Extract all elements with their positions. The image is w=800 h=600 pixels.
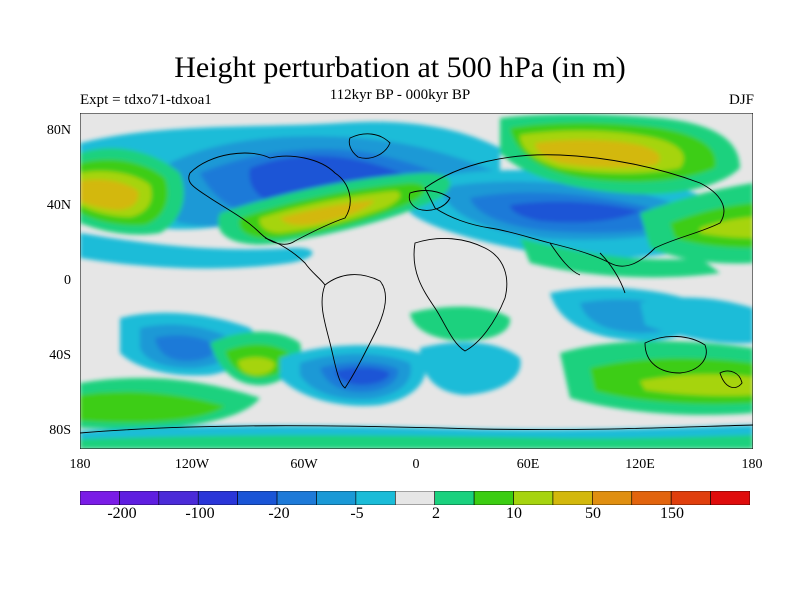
coastlines (80, 133, 753, 434)
lon-label-0: 0 (412, 457, 420, 472)
experiment-label: Expt = tdxo71-tdxoa1 (80, 92, 212, 108)
lon-label-120w: 120W (174, 457, 210, 472)
colorbar-label: -200 (107, 505, 137, 522)
colorbar-swatch (276, 491, 317, 505)
colorbar (80, 491, 750, 505)
colorbar-swatch (592, 491, 633, 505)
colorbar-label: -100 (185, 505, 215, 522)
colorbar-swatch (119, 491, 160, 505)
colorbar-swatch (197, 491, 238, 505)
colorbar-swatch (552, 491, 593, 505)
lon-label-60e: 60E (516, 457, 540, 472)
colorbar-label: -5 (350, 505, 364, 522)
colorbar-swatch (513, 491, 554, 505)
colorbar-label: 2 (432, 505, 440, 522)
lon-label-120e: 120E (625, 457, 655, 472)
contour-map (80, 113, 753, 449)
colorbar-swatch (434, 491, 475, 505)
colorbar-label: -20 (268, 505, 290, 522)
colorbar-swatch (670, 491, 711, 505)
colorbar-swatch (631, 491, 672, 505)
colorbar-swatch (316, 491, 357, 505)
map-title: Height perturbation at 500 hPa (in m) (174, 51, 626, 84)
lat-label-40s: 40S (49, 348, 71, 363)
lat-label-80n: 80N (46, 123, 71, 138)
colorbar-swatch (355, 491, 396, 505)
colorbar-swatch (394, 491, 436, 505)
colorbar-label: 50 (585, 505, 601, 522)
colorbar-swatch (710, 491, 750, 505)
lat-label-40n: 40N (46, 198, 71, 213)
colorbar-swatch (158, 491, 199, 505)
lat-label-80s: 80S (49, 423, 71, 438)
season-label: DJF (728, 92, 754, 108)
colorbar-swatch (237, 491, 278, 505)
lon-label-180w: 180 (69, 457, 91, 472)
colorbar-swatch (80, 491, 120, 505)
lat-label-0: 0 (64, 273, 71, 288)
lon-label-60w: 60W (290, 457, 318, 472)
map-subtitle: 112kyr BP - 000kyr BP (329, 87, 471, 103)
lon-label-180e: 180 (741, 457, 763, 472)
colorbar-swatch (473, 491, 514, 505)
colorbar-label: 10 (506, 505, 522, 522)
colorbar-label: 150 (660, 505, 684, 522)
